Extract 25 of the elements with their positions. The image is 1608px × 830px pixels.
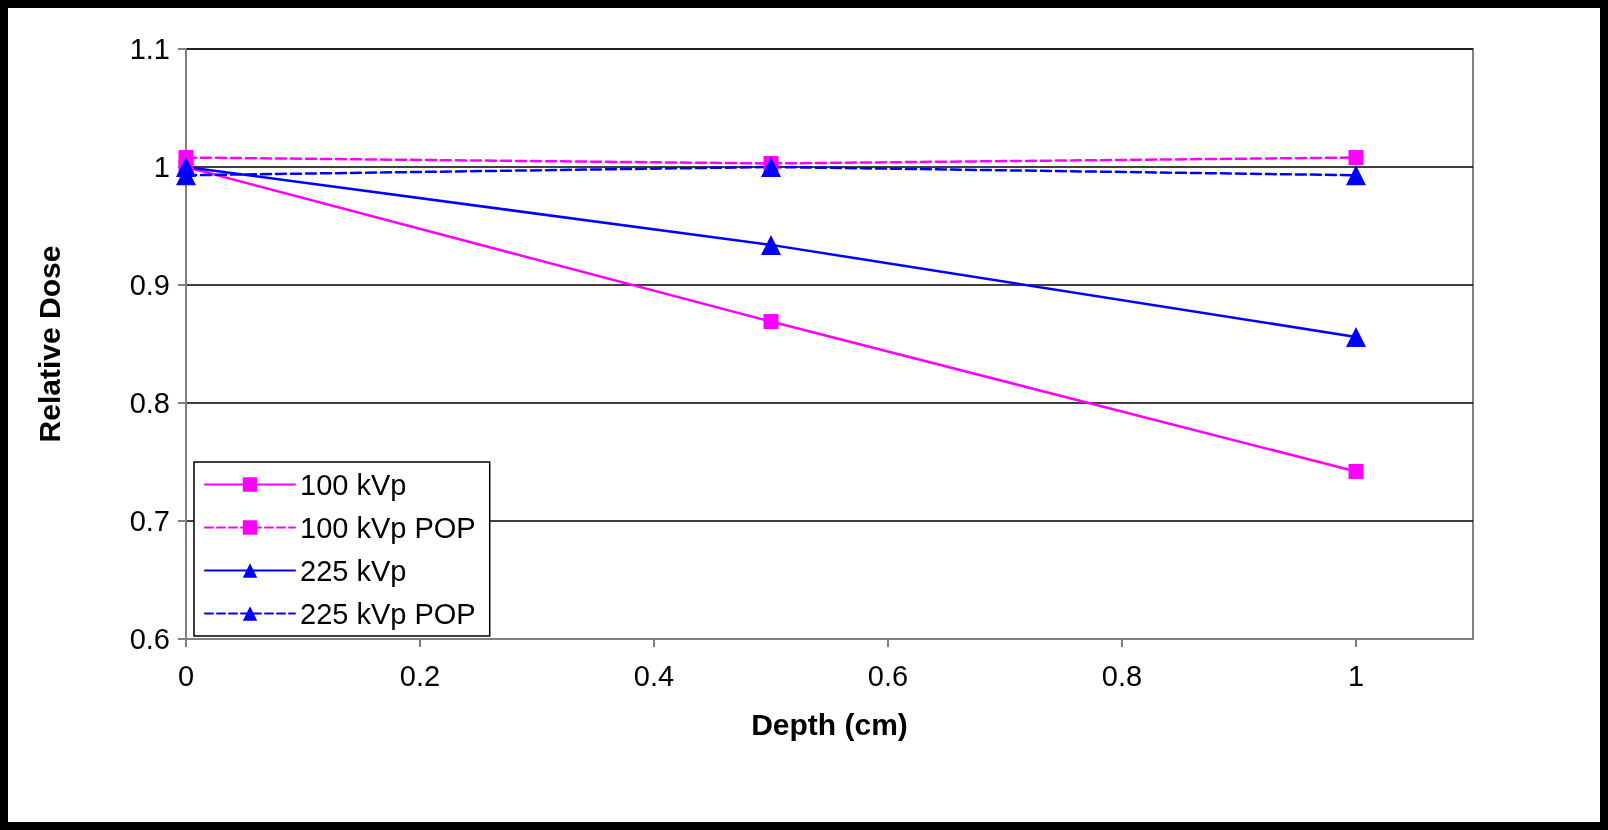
x-tick-label: 0.8 <box>1101 659 1143 692</box>
x-tick-label: 0.2 <box>399 659 441 692</box>
y-axis-title: Relative Dose <box>32 245 66 443</box>
x-tick-label: 0.4 <box>633 659 675 692</box>
point <box>1346 165 1366 186</box>
point <box>761 157 781 177</box>
point <box>763 314 779 330</box>
y-tick-label: 0.7 <box>129 505 170 537</box>
point <box>1346 326 1366 347</box>
x-tick-label: 1 <box>1347 659 1365 692</box>
y-tick-label: 1 <box>153 151 170 183</box>
point <box>1348 463 1364 479</box>
x-tick-label: 0 <box>177 659 195 692</box>
legend-label: 225 kVp <box>300 554 407 587</box>
x-axis-title: Depth (cm) <box>751 707 908 741</box>
y-tick-label: 0.8 <box>129 387 170 419</box>
legend-label: 225 kVp POP <box>300 597 476 630</box>
legend-label: 100 kVp <box>300 468 407 501</box>
y-tick-label: 0.9 <box>129 269 170 301</box>
point <box>1348 150 1364 166</box>
y-tick-label: 0.6 <box>129 623 170 655</box>
point <box>761 234 781 255</box>
y-tick-label: 1.1 <box>129 33 170 65</box>
x-tick-label: 0.6 <box>867 659 909 692</box>
legend-label: 100 kVp POP <box>300 511 476 544</box>
